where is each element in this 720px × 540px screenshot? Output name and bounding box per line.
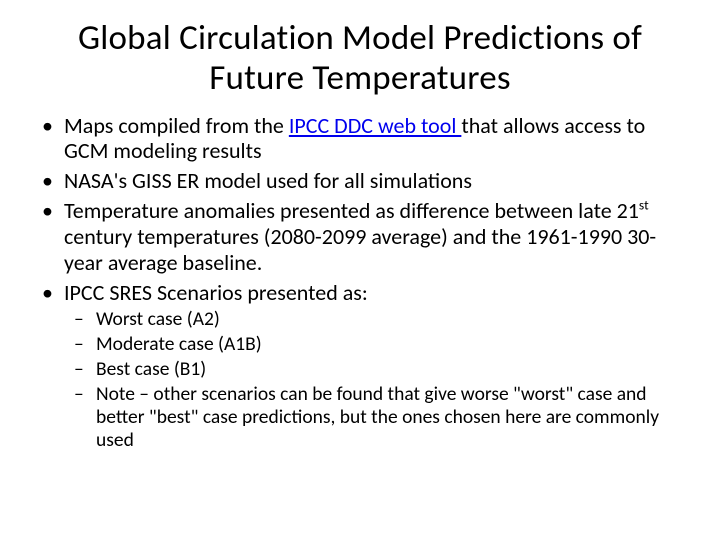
bullet-text: NASA's GISS ER model used for all simula… bbox=[64, 167, 472, 194]
bullet-text-post: century temperatures (2080-2099 average)… bbox=[64, 223, 656, 276]
slide-title: Global Circulation Model Predictions of … bbox=[36, 18, 684, 99]
sub-bullet-item: Moderate case (A1B) bbox=[96, 333, 684, 356]
sub-bullet-item: Note – other scenarios can be found that… bbox=[96, 383, 684, 452]
ipcc-ddc-link[interactable]: IPCC DDC web tool bbox=[289, 112, 462, 139]
bullet-text-pre: Maps compiled from the bbox=[64, 112, 289, 139]
sub-bullet-list: Worst case (A2) Moderate case (A1B) Best… bbox=[64, 308, 684, 452]
sub-bullet-item: Worst case (A2) bbox=[96, 308, 684, 331]
bullet-item: IPCC SRES Scenarios presented as: Worst … bbox=[64, 280, 684, 452]
ordinal-superscript: st bbox=[639, 197, 649, 214]
bullet-list: Maps compiled from the IPCC DDC web tool… bbox=[36, 113, 684, 453]
bullet-item: Temperature anomalies presented as diffe… bbox=[64, 198, 684, 276]
bullet-item: Maps compiled from the IPCC DDC web tool… bbox=[64, 113, 684, 165]
bullet-text: IPCC SRES Scenarios presented as: bbox=[64, 279, 368, 306]
bullet-item: NASA's GISS ER model used for all simula… bbox=[64, 168, 684, 194]
bullet-text-pre: Temperature anomalies presented as diffe… bbox=[64, 197, 639, 224]
sub-bullet-item: Best case (B1) bbox=[96, 358, 684, 381]
